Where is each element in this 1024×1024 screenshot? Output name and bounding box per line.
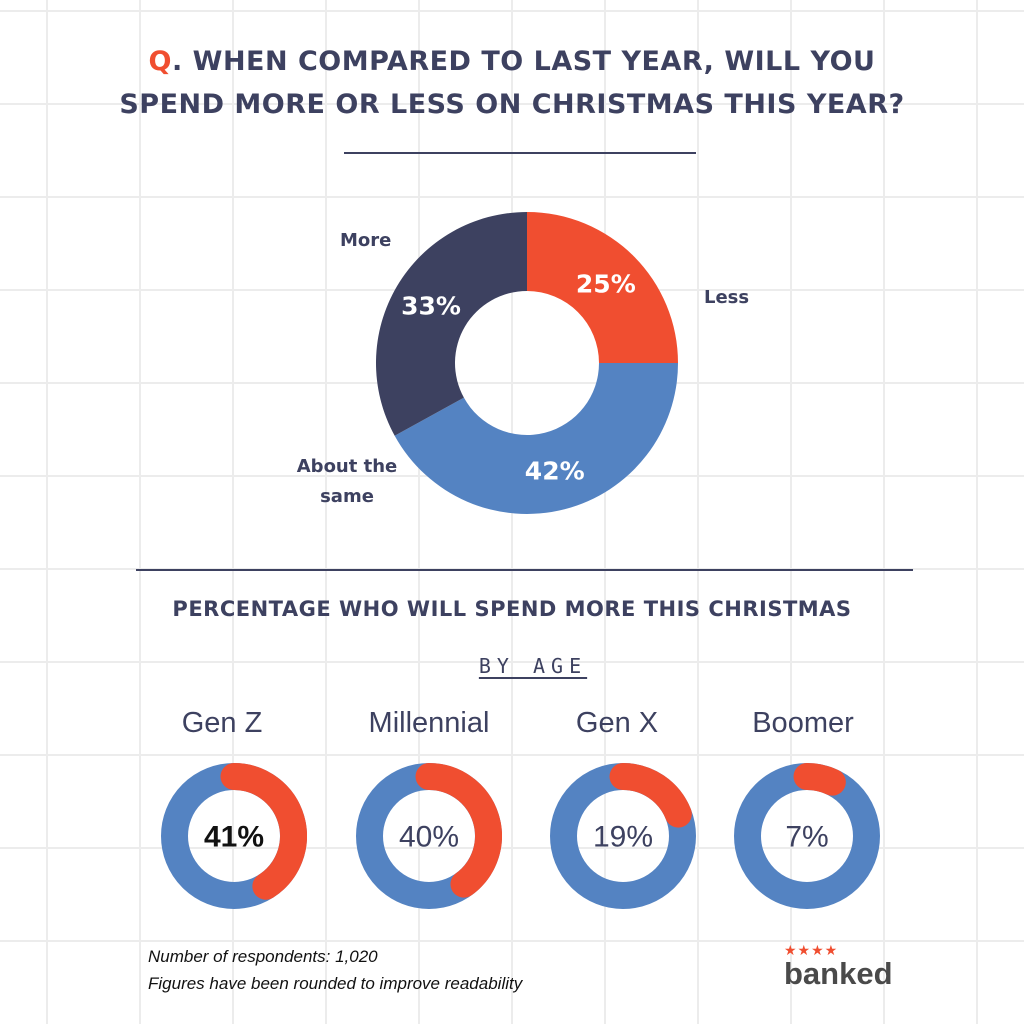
- donut-millennial: 40%: [356, 763, 502, 909]
- donut-arc-boomer: [793, 763, 846, 796]
- age-label-boomer: Boomer: [752, 707, 854, 739]
- legend-label-more: More: [340, 230, 392, 251]
- by-age-subtitle: BY AGE: [478, 654, 588, 678]
- legend-label-about-same: About the same: [292, 452, 402, 512]
- donut-slice-less: [527, 212, 678, 363]
- donut-value-gen-x: 19%: [593, 821, 653, 854]
- legend-label-about-same-line-2: same: [320, 486, 374, 507]
- main-donut-chart: 25% 42% 33%: [376, 212, 678, 514]
- donut-arc-gen-x: [609, 763, 692, 828]
- logo-stars: ★★★★: [784, 943, 839, 959]
- banked-logo: ★★★★ banked: [784, 944, 893, 990]
- donut-slice-about-same: [394, 363, 678, 514]
- donut-value-more: 33%: [401, 292, 461, 321]
- donut-gen-z: 41%: [161, 763, 307, 909]
- legend-label-about-same-line-1: About the: [296, 456, 398, 477]
- footnote-rounding: Figures have been rounded to improve rea…: [148, 974, 523, 993]
- age-label-millennial: Millennial: [368, 707, 490, 739]
- donut-value-boomer: 7%: [785, 821, 828, 854]
- footnotes: Number of respondents: 1,020 Figures hav…: [148, 943, 522, 997]
- donut-slice-more: [376, 212, 527, 436]
- donut-gen-x: 19%: [550, 763, 696, 909]
- age-label-gen-x: Gen X: [575, 707, 659, 739]
- footnote-respondents: Number of respondents: 1,020: [148, 947, 378, 966]
- donut-value-less: 25%: [576, 270, 636, 299]
- title-q-prefix: Q: [148, 46, 172, 77]
- title-divider: [344, 152, 696, 154]
- title-line-1-text: . WHEN COMPARED TO LAST YEAR, WILL YOU: [172, 46, 876, 77]
- chart-title-line-1: Q. WHEN COMPARED TO LAST YEAR, WILL YOU: [0, 40, 1024, 83]
- donut-value-about-same: 42%: [525, 456, 585, 485]
- donut-arc-millennial: [415, 763, 502, 898]
- logo-wordmark: banked: [784, 956, 893, 991]
- donut-boomer: 7%: [734, 763, 880, 909]
- section-divider: [136, 569, 913, 571]
- donut-value-gen-z: 41%: [204, 821, 264, 854]
- age-section-title: PERCENTAGE WHO WILL SPEND MORE THIS CHRI…: [172, 597, 852, 621]
- donut-arc-gen-z: [220, 763, 307, 900]
- chart-title-line-2: SPEND MORE OR LESS ON CHRISTMAS THIS YEA…: [119, 89, 905, 120]
- donut-value-millennial: 40%: [399, 821, 459, 854]
- age-label-gen-z: Gen Z: [181, 707, 263, 739]
- chart-title: Q. WHEN COMPARED TO LAST YEAR, WILL YOU …: [0, 40, 1024, 126]
- legend-label-less: Less: [704, 287, 750, 308]
